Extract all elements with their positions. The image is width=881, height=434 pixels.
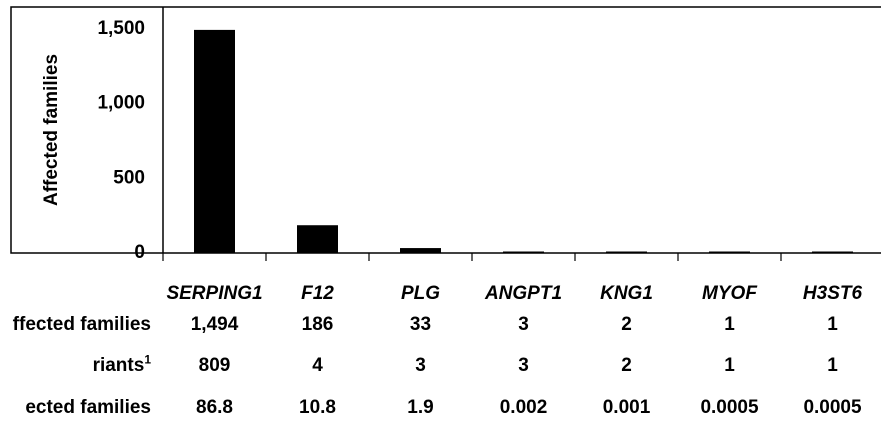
- bar-h3st6: [812, 251, 853, 253]
- table-cell: 3: [518, 355, 529, 376]
- category-label: F12: [301, 283, 334, 304]
- table-cell: 2: [621, 355, 632, 376]
- y-axis-ticks: 0 500 1,000 1,500: [97, 18, 145, 263]
- category-label: ANGPT1: [484, 283, 562, 304]
- y-tick-label: 1,000: [97, 93, 145, 114]
- table-cell: 1: [724, 355, 735, 376]
- table-cell: 0.0005: [803, 397, 862, 418]
- y-tick-label: 500: [113, 167, 145, 188]
- table-cell: 1: [724, 314, 735, 335]
- category-label: PLG: [401, 283, 440, 304]
- plot-frame: [10, 6, 881, 254]
- table-cell: 86.8: [196, 397, 233, 418]
- table-cell: 186: [301, 314, 334, 335]
- table-cell: 33: [409, 314, 432, 335]
- bars: [194, 29, 853, 254]
- category-label: H3ST6: [803, 283, 863, 304]
- bar-f12: [297, 225, 338, 253]
- category-label: SERPING1: [166, 283, 262, 304]
- footnote-marker: 1: [144, 352, 151, 367]
- category-label: MYOF: [702, 283, 758, 304]
- table-cell: 0.001: [602, 397, 651, 418]
- x-axis-ticks: [162, 253, 782, 261]
- table-cell: 2: [621, 314, 632, 335]
- table-cell: 1: [827, 314, 838, 335]
- y-tick-label: 0: [134, 242, 145, 263]
- table-cell: 1: [827, 355, 838, 376]
- table-cell: 10.8: [299, 397, 336, 418]
- table-cell: 3: [415, 355, 426, 376]
- bar-serping1: [194, 29, 235, 254]
- category-labels: SERPING1 F12 PLG ANGPT1 KNG1 MYOF H3ST6: [166, 283, 862, 304]
- bar-angpt1: [503, 251, 544, 253]
- bar-kng1: [606, 251, 647, 253]
- bar-plg: [400, 248, 441, 253]
- category-label: KNG1: [600, 283, 653, 304]
- table-cell: 1.9: [407, 397, 434, 418]
- bar-myof: [709, 251, 750, 253]
- table-cell: 0.0005: [700, 397, 759, 418]
- table-cell: 809: [198, 355, 231, 376]
- y-axis-title: Affected families: [41, 54, 62, 206]
- table-cell: 3: [518, 314, 529, 335]
- table-row-label: ffected families: [12, 314, 151, 335]
- table-cell: 0.002: [499, 397, 548, 418]
- table-row-label: riants1: [92, 352, 151, 376]
- table-row-label: ected families: [25, 397, 151, 418]
- table-cell: 1,494: [190, 314, 239, 335]
- y-tick-label: 1,500: [97, 18, 145, 39]
- table-cell: 4: [312, 355, 323, 376]
